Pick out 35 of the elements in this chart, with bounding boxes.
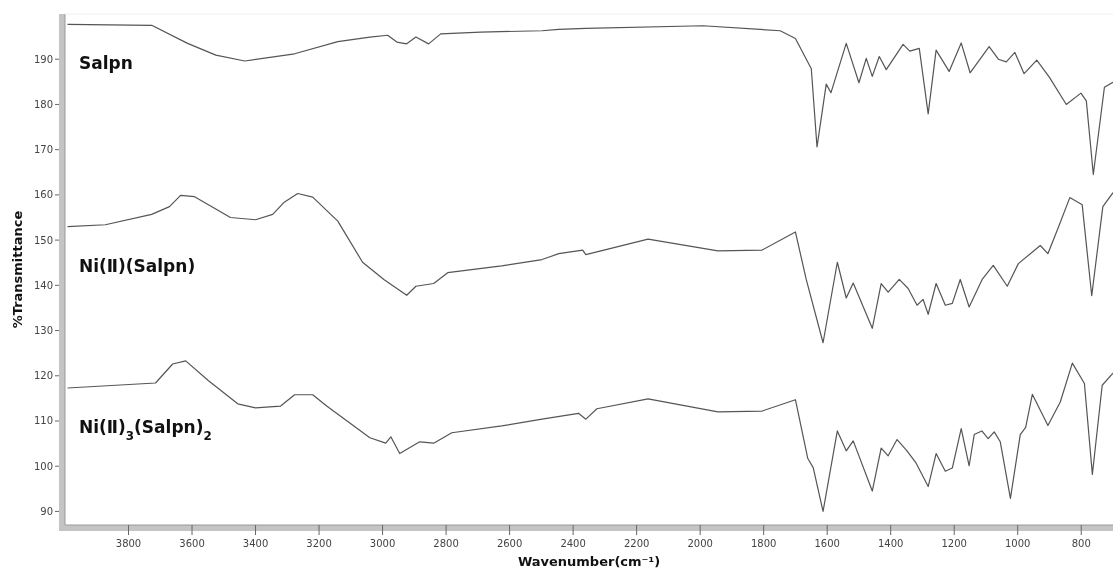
x-tick-label: 1400 <box>877 538 904 549</box>
line-series <box>66 23 1113 176</box>
y-tick-label: 90 <box>40 505 53 517</box>
x-tick-label: 2200 <box>623 538 650 549</box>
line-series <box>66 360 1113 513</box>
y-tick-label: 100 <box>33 460 53 472</box>
x-tick-label: 3400 <box>242 538 269 549</box>
series-label: Ni(Ⅱ)$_{3}$(Salpn)$_{2}$ <box>79 416 212 443</box>
x-tick-label: 2400 <box>560 538 586 549</box>
x-tick-label: 1000 <box>1005 538 1031 549</box>
x-tick-label: 3600 <box>179 538 205 549</box>
y-tick-label: 170 <box>33 144 53 156</box>
x-tick-label: 2600 <box>496 538 523 549</box>
x-tick-label: 1200 <box>941 538 967 549</box>
y-tick-label: 140 <box>33 279 53 291</box>
y-tick-label: 150 <box>33 234 53 246</box>
x-tick-label: 3200 <box>306 538 332 549</box>
y-tick-label: 190 <box>33 53 53 65</box>
x-axis-title: Wavenumber(cm⁻¹) <box>517 554 661 569</box>
x-tick-label: 3800 <box>115 538 142 549</box>
x-tick-label: 2800 <box>433 538 459 549</box>
x-tick-label: 1800 <box>750 538 777 549</box>
series-label: Ni(Ⅱ)(Salpn) <box>79 255 196 276</box>
y-tick-label: 180 <box>33 98 53 110</box>
x-tick-label: 2000 <box>687 538 713 549</box>
y-axis-title: %Transmittance <box>10 210 25 329</box>
x-tick-label: 1600 <box>814 538 840 549</box>
x-tick-label: 800 <box>1071 538 1091 549</box>
y-tick-label: 120 <box>33 370 53 382</box>
y-tick-label: 160 <box>33 189 53 201</box>
line-series <box>66 192 1113 344</box>
y-tick-label: 130 <box>33 325 53 337</box>
x-tick-label: 3000 <box>369 538 396 549</box>
y-tick-label: 110 <box>33 415 53 427</box>
series-label: Salpn <box>79 53 133 74</box>
